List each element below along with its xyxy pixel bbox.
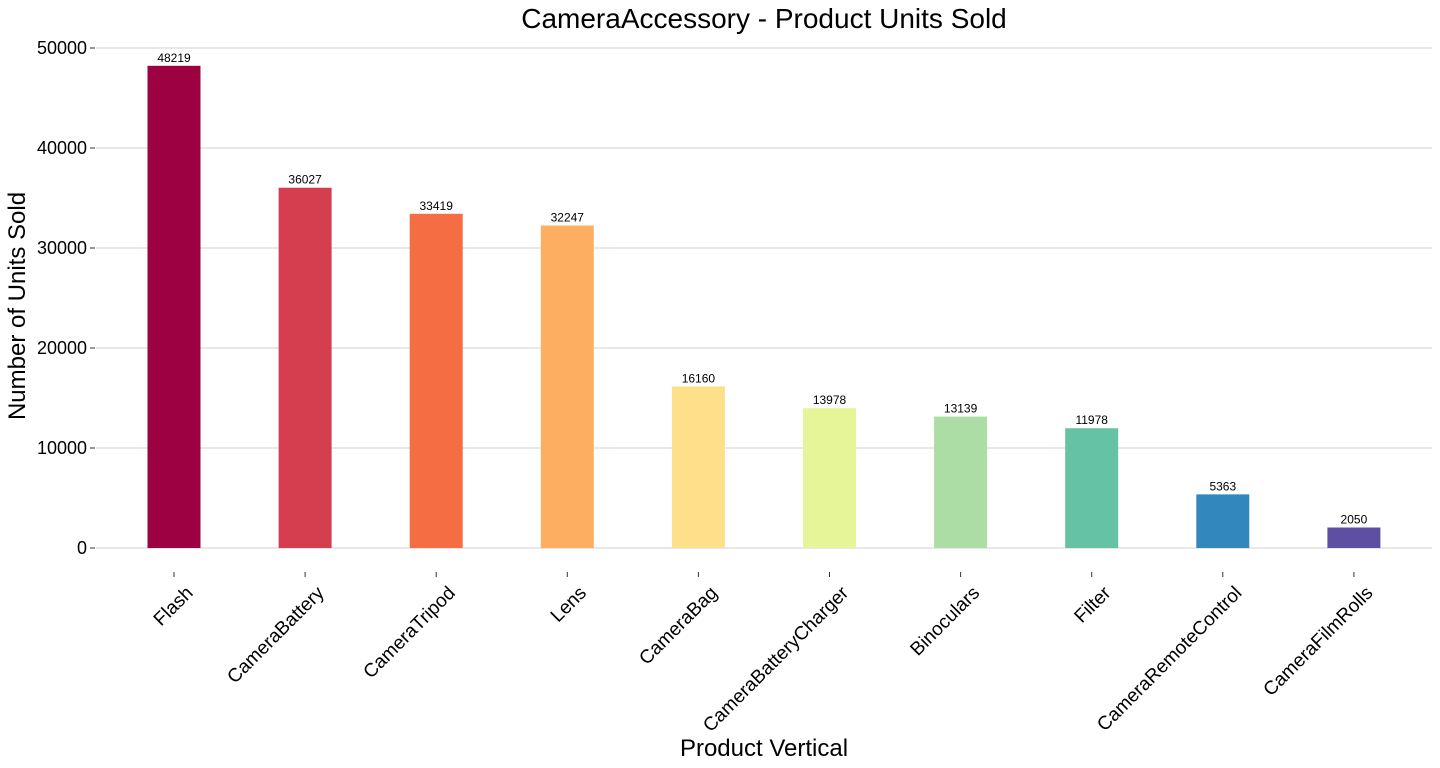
y-tick-label: 50000 [37,38,87,58]
bar [1065,428,1119,548]
bar [803,408,856,548]
data-label: 5363 [1209,479,1236,493]
data-label: 11978 [1075,413,1108,427]
data-label: 36027 [288,173,322,187]
bar [934,416,988,548]
x-tick-label: Binoculars [907,583,985,661]
data-labels: 48219 36027 33419 32247 16160 13978 13139 11978… [157,51,1367,527]
bar [540,225,594,548]
bar [409,213,463,548]
data-label: 48219 [157,51,191,65]
chart-title: CameraAccessory - Product Units Sold [521,3,1007,34]
y-tick-label: 40000 [37,138,87,158]
y-axis: 0 10000 20000 30000 40000 50000 [37,38,95,558]
data-label: 32247 [551,211,585,225]
x-tick-label: CameraBattery [223,582,329,688]
bar [1196,494,1250,548]
y-tick-label: 20000 [37,338,87,358]
data-label: 13139 [944,402,978,416]
data-label: 16160 [682,371,716,385]
x-axis-title: Product Vertical [680,735,848,762]
bar [147,65,201,548]
x-tick-label: CameraBag [635,583,722,670]
bar [671,386,725,548]
x-tick-label: CameraBatteryCharger [699,582,853,736]
x-tick-label: Flash [150,583,198,631]
y-tick-label: 30000 [37,238,87,258]
x-tick-label: Lens [547,583,591,627]
bar [278,187,332,549]
x-tick-label: CameraRemoteControl [1093,583,1246,736]
bar [1327,527,1381,548]
y-tick-label: 10000 [37,438,87,458]
y-tick-label: 0 [77,538,87,558]
data-label: 13978 [813,393,847,407]
x-tick-label: Filter [1071,582,1116,627]
data-label: 2050 [1341,513,1368,527]
x-axis: Flash CameraBattery CameraTripod Lens Camera… [150,572,1378,736]
x-tick-label: CameraFilmRolls [1260,583,1378,701]
x-tick-label: CameraTripod [360,583,460,683]
y-axis-title: Number of Units Sold [4,192,31,420]
data-label: 33419 [420,199,454,213]
bars [147,65,1381,549]
